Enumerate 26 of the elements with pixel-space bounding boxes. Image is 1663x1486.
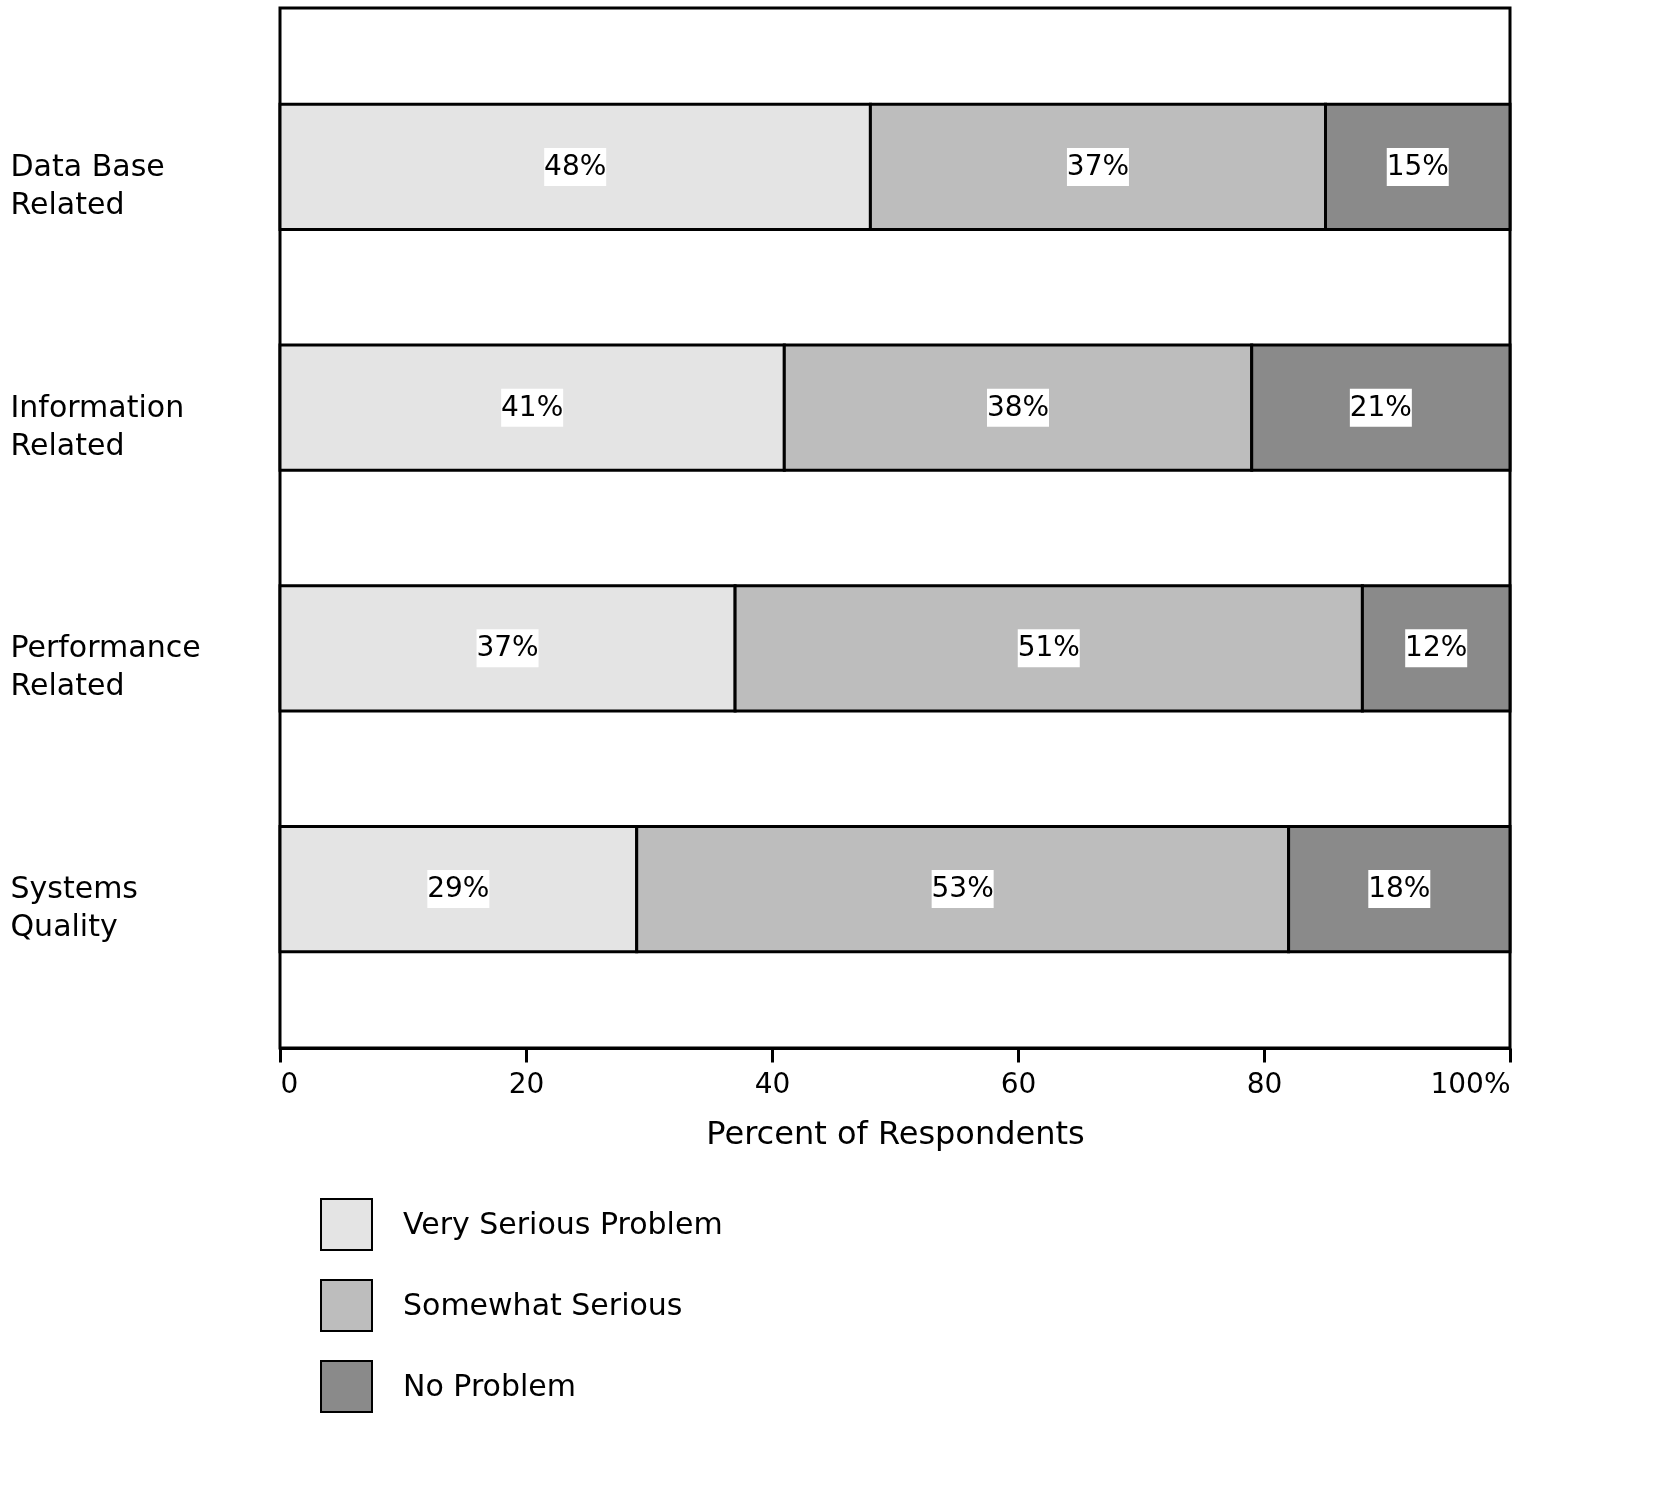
x-tick-label: 100% — [1430, 1066, 1511, 1100]
x-tick-label: 40 — [754, 1066, 791, 1100]
data-label: 37% — [476, 630, 539, 664]
x-tick-label: 20 — [508, 1066, 545, 1100]
legend-label: Somewhat Serious — [403, 1286, 683, 1322]
x-tick-label: 80 — [1246, 1066, 1283, 1100]
data-label: 12% — [1405, 630, 1468, 664]
data-label: 29% — [427, 871, 490, 905]
y-tick-label: Systems Quality — [10, 870, 138, 944]
legend-label: Very Serious Problem — [403, 1205, 723, 1241]
x-tick-label: 0 — [280, 1066, 299, 1100]
data-label: 53% — [931, 871, 994, 905]
data-label: 21% — [1349, 389, 1412, 423]
data-label: 48% — [544, 148, 607, 182]
data-label: 18% — [1368, 871, 1431, 905]
x-tick-label: 60 — [1000, 1066, 1037, 1100]
data-label: 37% — [1066, 148, 1130, 182]
y-tick-label: Performance Related — [10, 629, 201, 703]
y-tick-label: Information Related — [10, 388, 185, 462]
data-label: 38% — [986, 389, 1050, 423]
y-tick-label: Data Base Related — [10, 147, 165, 221]
x-axis-title: Percent of Respondents — [706, 1113, 1085, 1152]
data-label: 15% — [1386, 148, 1449, 182]
legend-label: No Problem — [403, 1367, 576, 1403]
data-label: 41% — [501, 389, 564, 423]
data-label: 51% — [1017, 630, 1080, 664]
